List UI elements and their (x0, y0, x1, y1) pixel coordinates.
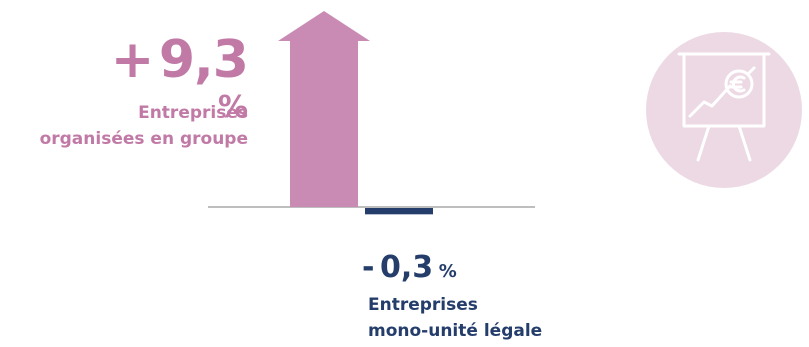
value-percent-mono: % (438, 261, 457, 282)
presentation-board-euro-icon (677, 52, 771, 162)
value-label-mono: - 0,3 % (362, 250, 457, 285)
category-label-mono: Entreprises mono-unité légale (368, 292, 542, 344)
value-number-mono: 0,3 (380, 250, 434, 285)
category-label-groupe-line1: Entreprises (138, 103, 248, 123)
category-label-groupe-line2: organisées en groupe (39, 129, 248, 149)
category-label-mono-line2: mono-unité légale (368, 321, 543, 341)
presentation-icon-circle (646, 32, 802, 188)
category-label-mono-line1: Entreprises (368, 295, 478, 315)
value-sign-groupe: + (110, 30, 155, 90)
category-label-groupe: Entreprises organisées en groupe (0, 100, 248, 152)
bars-group (278, 11, 433, 215)
bar-arrow-0 (278, 11, 370, 207)
value-number-groupe: 9,3 (158, 30, 249, 90)
value-percent-groupe: % (217, 90, 248, 125)
value-sign-mono: - (362, 250, 375, 285)
bar-1 (365, 208, 433, 215)
value-label-groupe: + 9,3 % (78, 30, 249, 125)
